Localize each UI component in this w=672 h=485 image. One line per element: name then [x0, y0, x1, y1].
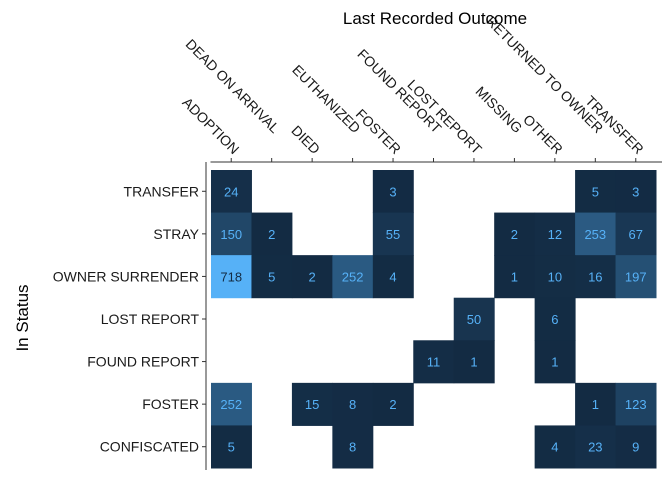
cell-value-label: 718 [220, 269, 242, 284]
heatmap-cell-found-report-other [534, 340, 576, 384]
heatmap-cell-transfer-foster [372, 170, 414, 214]
cell-value-label: 197 [625, 269, 647, 284]
cell-value-label: 9 [632, 440, 639, 455]
cell-value-label: 8 [349, 440, 356, 455]
y-axis-title: In Status [13, 284, 32, 351]
heatmap-cell-confiscated-other [534, 425, 576, 469]
heatmap-cell-owner-surrender-returned-to-owner [575, 255, 617, 299]
cell-value-label: 15 [305, 397, 319, 412]
heatmap-cell-owner-surrender-foster [372, 255, 414, 299]
cell-value-label: 4 [389, 269, 396, 284]
cell-value-label: 5 [228, 440, 235, 455]
heatmap-cell-confiscated-transfer [615, 425, 657, 469]
x-tick-label-missing: MISSING [472, 83, 525, 136]
cell-value-label: 16 [588, 269, 602, 284]
heatmap-cell-owner-surrender-euthanized [332, 255, 374, 299]
heatmap-cell-lost-report-other [534, 297, 576, 341]
y-tick-label-owner-surrender: OWNER SURRENDER [53, 268, 199, 284]
cell-value-label: 150 [220, 227, 242, 242]
heatmap-cell-stray-adoption [211, 212, 252, 256]
cell-value-label: 5 [592, 184, 599, 199]
heatmap-cell-owner-surrender-dead-on-arrival [251, 255, 293, 299]
x-tick-label-died: DIED [288, 122, 323, 157]
cell-value-label: 1 [511, 269, 518, 284]
heatmap-cell-stray-foster [372, 212, 414, 256]
cell-value-label: 50 [467, 312, 481, 327]
cell-value-label: 5 [268, 269, 275, 284]
heatmap-cell-foster-transfer [615, 382, 657, 426]
heatmap-cell-owner-surrender-other [534, 255, 576, 299]
cell-value-label: 2 [511, 227, 518, 242]
heatmap-cell-foster-euthanized [332, 382, 374, 426]
cell-value-label: 11 [427, 355, 441, 370]
heatmap-cell-transfer-transfer [615, 170, 657, 214]
heatmap-cell-transfer-returned-to-owner [575, 170, 617, 214]
heatmap-cell-confiscated-adoption [211, 425, 252, 469]
cell-value-label: 1 [592, 397, 599, 412]
y-tick-label-transfer: TRANSFER [124, 183, 199, 199]
y-tick-label-foster: FOSTER [142, 396, 199, 412]
x-tick-label-adoption: ADOPTION [179, 94, 242, 157]
heatmap-cell-found-report-lost-report [453, 340, 495, 384]
heatmap-cell-found-report-found-report [413, 340, 455, 384]
heatmap-cell-stray-dead-on-arrival [251, 212, 293, 256]
cell-value-label: 67 [629, 227, 643, 242]
heatmap-cell-foster-foster [372, 382, 414, 426]
cell-value-label: 253 [584, 227, 606, 242]
y-tick-label-confiscated: CONFISCATED [100, 439, 199, 455]
x-tick-label-other: OTHER [520, 111, 566, 157]
heatmap-cell-foster-returned-to-owner [575, 382, 617, 426]
cell-value-label: 3 [632, 184, 639, 199]
heatmap-cell-transfer-adoption [211, 170, 252, 214]
cell-value-label: 55 [386, 227, 400, 242]
y-tick-label-stray: STRAY [153, 226, 199, 242]
cell-value-label: 3 [389, 184, 396, 199]
heatmap-cell-confiscated-returned-to-owner [575, 425, 617, 469]
cell-value-label: 4 [551, 440, 558, 455]
x-tick-label-foster: FOSTER [353, 106, 404, 157]
cell-value-label: 252 [342, 269, 364, 284]
heatmap-cell-owner-surrender-adoption [211, 255, 252, 299]
heatmap-cell-stray-missing [494, 212, 536, 256]
heatmap-cell-foster-died [291, 382, 333, 426]
heatmap-cell-lost-report-lost-report [453, 297, 495, 341]
y-tick-label-found-report: FOUND REPORT [87, 354, 199, 370]
heatmap-cell-owner-surrender-missing [494, 255, 536, 299]
heatmap-cell-confiscated-euthanized [332, 425, 374, 469]
cell-value-label: 24 [224, 184, 238, 199]
cell-value-label: 123 [625, 397, 647, 412]
cell-value-label: 1 [551, 355, 558, 370]
cell-value-label: 1 [470, 355, 477, 370]
heatmap-cell-stray-transfer [615, 212, 657, 256]
heatmap-cell-foster-adoption [211, 382, 252, 426]
cell-value-label: 2 [309, 269, 316, 284]
cell-value-label: 2 [268, 227, 275, 242]
cell-value-label: 12 [548, 227, 562, 242]
y-tick-label-lost-report: LOST REPORT [101, 311, 200, 327]
cell-value-label: 252 [220, 397, 242, 412]
heatmap-cell-stray-other [534, 212, 576, 256]
heatmap-cell-owner-surrender-died [291, 255, 333, 299]
cell-value-label: 6 [551, 312, 558, 327]
x-axis-title: Last Recorded Outcome [343, 9, 527, 28]
cells-layer [211, 170, 657, 469]
heatmap-cell-owner-surrender-transfer [615, 255, 657, 299]
cell-value-label: 2 [389, 397, 396, 412]
cell-value-label: 10 [548, 269, 562, 284]
heatmap-cell-stray-returned-to-owner [575, 212, 617, 256]
cell-value-label: 8 [349, 397, 356, 412]
cell-value-label: 23 [588, 440, 602, 455]
